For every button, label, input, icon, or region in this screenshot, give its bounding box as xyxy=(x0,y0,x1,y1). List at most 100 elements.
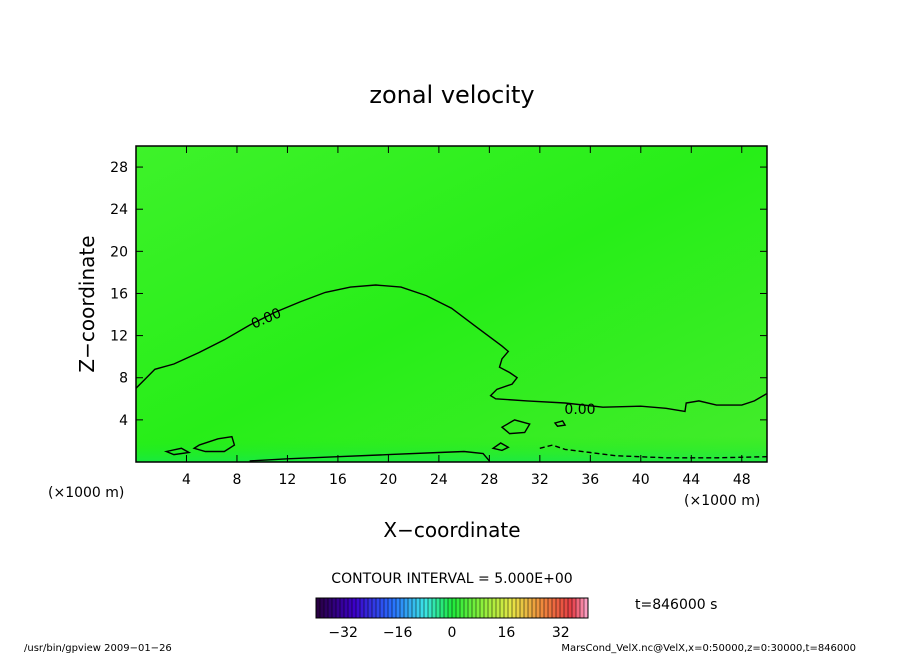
y-tick-label: 28 xyxy=(110,160,128,176)
contour-closed-2 xyxy=(491,442,510,452)
x-tick-label: 32 xyxy=(531,472,549,488)
colorbar-tick-label: 0 xyxy=(448,625,457,641)
colorbar-cell xyxy=(412,598,417,618)
colorbar-cell xyxy=(492,598,497,618)
colorbar-cell xyxy=(584,598,589,618)
contour-interval-text: CONTOUR INTERVAL = 5.000E+00 xyxy=(331,571,572,587)
contour-labels: 0.00 0.00 xyxy=(249,305,596,418)
footer-right: MarsCond_VelX.nc@VelX,x=0:50000,z=0:3000… xyxy=(561,643,856,654)
colorbar-cell xyxy=(524,598,529,618)
x-unit-label-left: (×1000 m) xyxy=(48,485,124,501)
colorbar-cell xyxy=(376,598,381,618)
y-tick-label: 12 xyxy=(110,329,128,345)
colorbar-cell xyxy=(556,598,561,618)
colorbar-cell xyxy=(488,598,493,618)
plot-frame xyxy=(135,145,768,463)
colorbar-cell xyxy=(456,598,461,618)
x-tick-label: 20 xyxy=(379,472,397,488)
colorbar-cell xyxy=(528,598,533,618)
colorbar-cell xyxy=(544,598,549,618)
y-axis-label: Z−coordinate xyxy=(75,235,99,372)
x-tick-label: 24 xyxy=(430,472,448,488)
colorbar-cell xyxy=(520,598,525,618)
y-tick-label: 24 xyxy=(110,202,128,218)
colorbar-cell xyxy=(564,598,569,618)
contour-dashed-negative xyxy=(539,444,768,459)
colorbar: −32 −16 0 16 32 xyxy=(315,597,589,641)
contour-label-zero-right: 0.00 xyxy=(564,402,595,418)
colorbar-cell xyxy=(420,598,425,618)
y-tick-label: 20 xyxy=(110,244,128,260)
colorbar-cell xyxy=(396,598,401,618)
colorbar-cell xyxy=(432,598,437,618)
colorbar-cell xyxy=(340,598,345,618)
colorbar-cell xyxy=(572,598,577,618)
colorbar-cell xyxy=(504,598,509,618)
colorbar-cell xyxy=(472,598,477,618)
contour-lines xyxy=(135,284,768,462)
contour-closed-3 xyxy=(500,419,531,435)
contour-closed-1 xyxy=(163,447,192,456)
colorbar-cell xyxy=(496,598,501,618)
colorbar-cell xyxy=(452,598,457,618)
colorbar-cell xyxy=(400,598,405,618)
colorbar-cell xyxy=(380,598,385,618)
colorbar-cell xyxy=(552,598,557,618)
colorbar-cell xyxy=(336,598,341,618)
colorbar-tick-label: 16 xyxy=(497,625,515,641)
colorbar-cell xyxy=(424,598,429,618)
colorbar-cell xyxy=(536,598,541,618)
colorbar-cell xyxy=(404,598,409,618)
colorbar-cell xyxy=(344,598,349,618)
x-axis-label: X−coordinate xyxy=(383,518,520,542)
colorbar-cell xyxy=(416,598,421,618)
colorbar-cell xyxy=(576,598,581,618)
chart-title: zonal velocity xyxy=(369,81,534,109)
colorbar-cell xyxy=(532,598,537,618)
colorbar-cell xyxy=(440,598,445,618)
colorbar-cell xyxy=(580,598,585,618)
colorbar-cell xyxy=(560,598,565,618)
colorbar-cell xyxy=(360,598,365,618)
contour-zero-line xyxy=(135,284,768,413)
y-tick-label: 4 xyxy=(119,413,128,429)
velocity-field-fill xyxy=(136,146,767,462)
contour-lower-edge xyxy=(249,450,490,462)
colorbar-tick-label: −32 xyxy=(328,625,358,641)
colorbar-cell xyxy=(356,598,361,618)
colorbar-cell xyxy=(464,598,469,618)
colorbar-cell xyxy=(444,598,449,618)
x-tick-label: 36 xyxy=(581,472,599,488)
x-tick-label: 28 xyxy=(480,472,498,488)
plot-area: 0.00 0.00 4 8 12 16 20 24 28 32 36 40 44 48 4812162… xyxy=(110,145,768,488)
colorbar-cell xyxy=(348,598,353,618)
x-tick-label: 48 xyxy=(733,472,751,488)
colorbar-cell xyxy=(332,598,337,618)
colorbar-cell xyxy=(428,598,433,618)
contour-closed-4 xyxy=(553,420,567,427)
near-surface-shading xyxy=(136,436,767,462)
colorbar-cell xyxy=(468,598,473,618)
colorbar-tick-label: 32 xyxy=(552,625,570,641)
colorbar-cell xyxy=(448,598,453,618)
y-tick-label: 8 xyxy=(119,371,128,387)
x-unit-label-right: (×1000 m) xyxy=(684,493,760,509)
colorbar-cell xyxy=(324,598,329,618)
colorbar-cells xyxy=(315,598,589,618)
colorbar-cell xyxy=(372,598,377,618)
colorbar-cell xyxy=(408,598,413,618)
colorbar-cell xyxy=(480,598,485,618)
colorbar-cell xyxy=(500,598,505,618)
colorbar-cell xyxy=(316,598,321,618)
colorbar-cell xyxy=(568,598,573,618)
contour-closed-0 xyxy=(192,435,236,453)
footer-left: /usr/bin/gpview 2009−01−26 xyxy=(24,643,172,654)
colorbar-cell xyxy=(352,598,357,618)
colorbar-cell xyxy=(384,598,389,618)
colorbar-cell xyxy=(508,598,513,618)
colorbar-cell xyxy=(540,598,545,618)
colorbar-cell xyxy=(388,598,393,618)
colorbar-frame xyxy=(315,597,589,619)
x-tick-label: 8 xyxy=(232,472,241,488)
